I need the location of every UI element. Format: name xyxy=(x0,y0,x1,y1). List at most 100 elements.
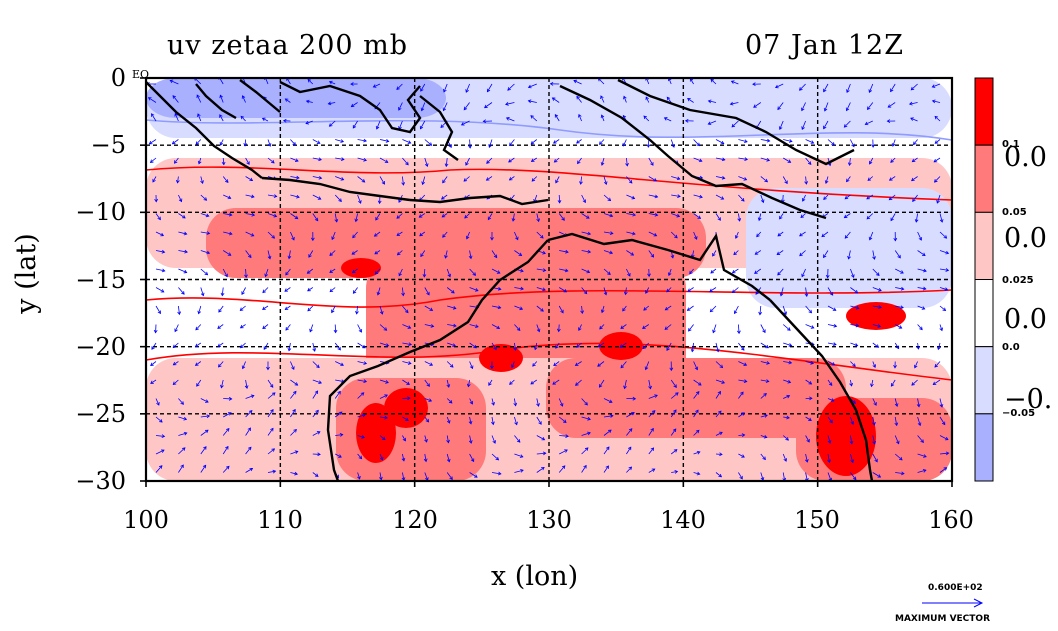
wind-vector xyxy=(782,157,791,163)
wind-vector-head xyxy=(664,326,669,330)
wind-vector-head xyxy=(247,446,252,451)
wind-vector xyxy=(514,324,521,331)
wind-vector xyxy=(290,429,297,436)
wind-vector xyxy=(827,379,833,386)
wind-vector xyxy=(827,305,837,311)
colorbar-label-0: 0.1 xyxy=(1002,139,1020,150)
wind-vector xyxy=(424,453,427,462)
wind-vector xyxy=(420,83,426,92)
wind-vector-head xyxy=(600,162,605,166)
wind-vector-head xyxy=(632,396,637,401)
wind-vector-head xyxy=(827,459,831,464)
wind-vector-head xyxy=(174,112,178,117)
wind-vector xyxy=(222,466,230,473)
wind-vector-head xyxy=(446,439,450,444)
wind-vector-head xyxy=(777,271,781,276)
xtick-110: 110 xyxy=(257,506,303,534)
wind-vector xyxy=(732,268,739,274)
wind-vector xyxy=(823,120,829,129)
wind-vector-head xyxy=(871,144,875,148)
wind-vector-head xyxy=(755,291,759,295)
wind-vector xyxy=(447,342,456,347)
wind-vector xyxy=(267,194,277,197)
wind-vector-head xyxy=(488,382,492,386)
wind-vector-head xyxy=(628,179,633,184)
wind-vector-head xyxy=(376,291,381,296)
wind-vector xyxy=(939,452,949,455)
wind-vector-head xyxy=(851,143,855,148)
wind-vector xyxy=(670,409,677,418)
wind-vector-head xyxy=(449,364,454,368)
wind-vector-head xyxy=(654,194,659,199)
wind-vector xyxy=(312,410,319,418)
wind-vector-head xyxy=(852,476,857,481)
wind-vector xyxy=(603,429,612,436)
wind-vector xyxy=(624,379,627,389)
colorbar-big-2: 0.0 xyxy=(1004,304,1047,335)
wind-vector-head xyxy=(944,436,949,441)
wind-vector xyxy=(152,176,157,183)
wind-vector xyxy=(262,305,269,310)
wind-vector xyxy=(805,305,812,314)
wind-vector-head xyxy=(513,347,518,351)
wind-vector-head xyxy=(473,344,477,349)
wind-vector xyxy=(509,176,515,181)
wind-vector-head xyxy=(452,306,457,310)
wind-vector xyxy=(693,194,703,198)
wind-vector xyxy=(738,342,745,351)
wind-vector xyxy=(445,157,448,167)
wind-vector xyxy=(576,96,582,103)
wind-vector-head xyxy=(316,364,320,369)
wind-vector-head xyxy=(743,177,748,181)
wind-vector-head xyxy=(169,79,174,84)
wind-vector-head xyxy=(396,251,401,256)
wind-vector xyxy=(850,379,853,386)
wind-vector-head xyxy=(872,256,876,260)
wind-vector-head xyxy=(644,366,649,371)
wind-vector xyxy=(799,231,806,237)
wind-vector xyxy=(441,213,448,218)
wind-vector xyxy=(601,305,605,313)
wind-vector-head xyxy=(426,383,430,387)
wind-vector-head xyxy=(607,197,612,202)
wind-vector-head xyxy=(565,434,569,438)
wind-vector xyxy=(487,83,493,92)
wind-vector-head xyxy=(273,213,278,218)
wind-vector xyxy=(599,139,605,145)
wind-vector xyxy=(178,250,188,253)
colorbar xyxy=(974,77,994,482)
wind-vector xyxy=(732,287,739,293)
wind-vector xyxy=(779,120,784,130)
wind-vector-head xyxy=(560,309,564,314)
wind-vector xyxy=(846,83,851,93)
wind-vector xyxy=(648,379,651,389)
wind-vector-head xyxy=(495,456,500,461)
wind-vector-head xyxy=(148,140,153,145)
coast-borneo xyxy=(279,80,422,134)
wind-vector-head xyxy=(508,159,512,163)
wind-vector xyxy=(754,268,762,274)
wind-vector-head xyxy=(542,451,547,456)
wind-vector-head xyxy=(309,328,313,333)
wind-vector-head xyxy=(474,474,478,478)
wind-vector xyxy=(827,342,837,345)
wind-vector-head xyxy=(206,414,211,419)
wind-vector-head xyxy=(741,198,745,202)
wind-vector xyxy=(222,250,231,256)
wind-vector-head xyxy=(894,422,899,427)
wind-vector-head xyxy=(886,119,891,123)
wind-vector xyxy=(396,213,403,219)
wind-vector-head xyxy=(194,362,199,366)
wind-vector-head xyxy=(874,458,878,463)
wind-vector-head xyxy=(509,142,513,147)
wind-vector-head xyxy=(827,162,832,167)
wind-vector-head xyxy=(808,417,812,421)
wind-vector xyxy=(312,176,322,179)
wind-vector-head xyxy=(910,86,915,91)
wind-vector xyxy=(357,342,366,349)
wind-vector-head xyxy=(564,449,568,453)
wind-vector xyxy=(715,472,722,478)
coast-australia-north xyxy=(547,232,771,301)
wind-vector-head xyxy=(383,327,388,331)
